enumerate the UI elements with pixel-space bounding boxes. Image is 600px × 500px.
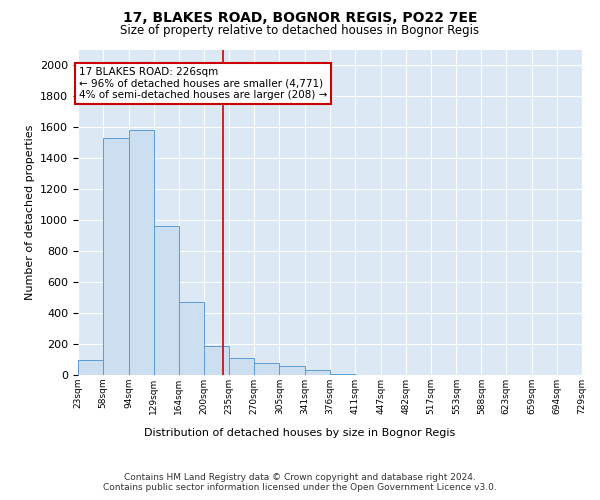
Bar [254, 362, 280, 375]
Bar [280, 366, 305, 375]
Bar [205, 346, 229, 375]
Bar [103, 138, 128, 375]
Text: 17, BLAKES ROAD, BOGNOR REGIS, PO22 7EE: 17, BLAKES ROAD, BOGNOR REGIS, PO22 7EE [123, 11, 477, 25]
Bar [330, 374, 355, 375]
Text: Contains HM Land Registry data © Crown copyright and database right 2024.: Contains HM Land Registry data © Crown c… [124, 472, 476, 482]
Bar [179, 302, 205, 375]
Bar [154, 226, 179, 375]
Text: Size of property relative to detached houses in Bognor Regis: Size of property relative to detached ho… [121, 24, 479, 37]
Y-axis label: Number of detached properties: Number of detached properties [25, 125, 35, 300]
Text: 17 BLAKES ROAD: 226sqm
← 96% of detached houses are smaller (4,771)
4% of semi-d: 17 BLAKES ROAD: 226sqm ← 96% of detached… [79, 67, 327, 100]
Text: Contains public sector information licensed under the Open Government Licence v3: Contains public sector information licen… [103, 484, 497, 492]
Bar [305, 370, 330, 375]
Bar [229, 358, 254, 375]
Text: Distribution of detached houses by size in Bognor Regis: Distribution of detached houses by size … [145, 428, 455, 438]
Bar [78, 360, 103, 375]
Bar [128, 130, 154, 375]
